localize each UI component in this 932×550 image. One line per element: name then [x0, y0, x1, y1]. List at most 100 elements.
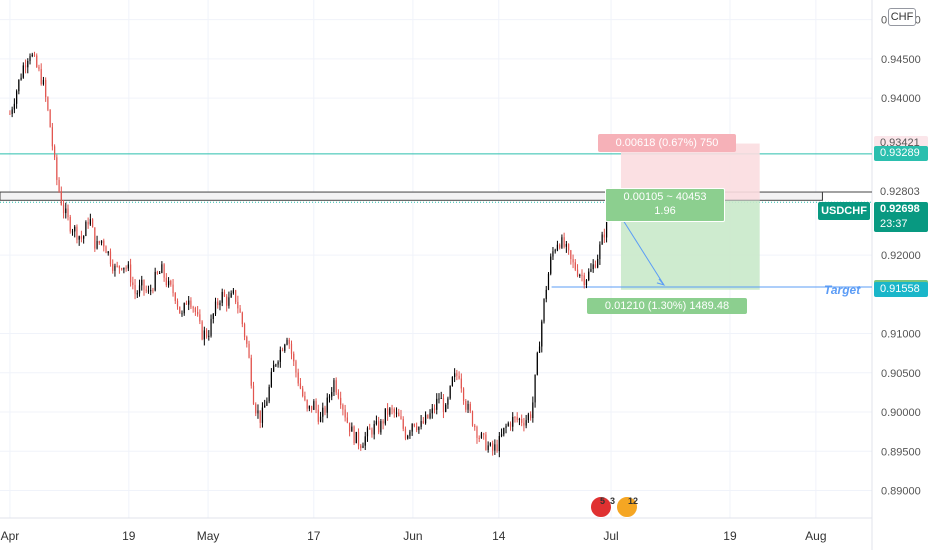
- y-tick-label: 0.90000: [881, 407, 921, 419]
- candle-body: [302, 388, 304, 396]
- candle-body: [565, 244, 567, 247]
- candle-body: [480, 433, 483, 438]
- x-tick-label: Aug: [805, 529, 826, 543]
- y-tick-label: 0.91000: [881, 329, 921, 341]
- candle-body: [53, 146, 56, 158]
- candle-body: [471, 411, 474, 426]
- candle-body: [18, 79, 20, 92]
- candle-body: [583, 275, 585, 286]
- candle-body: [154, 271, 156, 291]
- candle-body: [418, 426, 420, 431]
- candle-body: [47, 97, 49, 110]
- candle-body: [476, 427, 478, 438]
- event-count-2: 3: [610, 496, 616, 506]
- candle-body: [228, 297, 230, 306]
- candle-body: [167, 280, 170, 286]
- candle-body: [597, 258, 599, 268]
- candle-body: [328, 396, 331, 398]
- candle-body: [100, 240, 103, 244]
- candle-body: [375, 421, 378, 425]
- candle-body: [226, 296, 228, 306]
- candle-body: [552, 251, 554, 257]
- candle-body: [344, 409, 346, 418]
- candle-body: [205, 330, 208, 337]
- candle-body: [438, 398, 440, 400]
- candle-body: [362, 445, 364, 448]
- x-tick-label: Apr: [1, 529, 20, 543]
- candle-body: [601, 234, 603, 245]
- candle-body: [469, 404, 471, 412]
- candle-body: [252, 385, 255, 405]
- currency-button[interactable]: CHF: [888, 8, 916, 26]
- projection-arrow-head: [656, 278, 666, 286]
- swiss-flag-icon[interactable]: [590, 496, 612, 518]
- risk-reward-amount: 0.00105 ~ 40453: [623, 191, 707, 203]
- candle-body: [257, 410, 259, 414]
- candle-body: [380, 421, 382, 433]
- candle-body: [462, 388, 465, 401]
- us-flag-icon[interactable]: [616, 496, 638, 518]
- stop-loss-label: 0.00618 (0.67%) 750: [598, 134, 736, 152]
- candle-body: [74, 226, 76, 232]
- candle-body: [458, 375, 460, 379]
- candle-body: [105, 246, 107, 254]
- candle-body: [342, 404, 344, 410]
- candle-body: [299, 383, 302, 389]
- candle-body: [429, 413, 431, 419]
- candle-body: [201, 321, 203, 340]
- candle-body: [353, 426, 355, 444]
- candle-body: [391, 408, 393, 410]
- candle-body: [306, 399, 308, 409]
- candle-body: [333, 380, 335, 393]
- x-tick-label: 14: [492, 529, 506, 543]
- candle-body: [123, 267, 125, 270]
- price-tag: 0.91558: [874, 282, 928, 298]
- candle-body: [590, 269, 592, 272]
- candle-body: [286, 339, 288, 345]
- candle-body: [393, 409, 395, 413]
- candle-body: [176, 300, 179, 307]
- candle-body: [145, 289, 147, 291]
- candle-body: [134, 285, 136, 294]
- candle-body: [49, 109, 51, 128]
- x-tick-label: May: [197, 529, 220, 543]
- current-price: 0.92698: [880, 203, 920, 215]
- candle-body: [371, 429, 373, 435]
- candle-body: [543, 298, 545, 322]
- candle-body: [281, 349, 284, 351]
- y-tick-label: 0.94000: [881, 93, 921, 105]
- candle-body: [230, 293, 232, 298]
- candle-body: [29, 56, 31, 61]
- candle-body: [507, 423, 509, 426]
- candle-body: [550, 256, 552, 274]
- candle-body: [331, 392, 333, 397]
- candle-body: [217, 301, 219, 306]
- candle-body: [94, 227, 96, 249]
- candle-body: [219, 302, 221, 306]
- candle-body: [487, 445, 489, 450]
- candle-body: [156, 271, 159, 274]
- candle-body: [498, 436, 500, 452]
- candle-body: [386, 408, 389, 415]
- candle-body: [248, 343, 250, 358]
- candle-body: [261, 407, 264, 423]
- candle-body: [24, 65, 27, 68]
- candle-body: [214, 301, 217, 314]
- candle-body: [605, 218, 608, 238]
- candle-body: [83, 235, 85, 239]
- candle-body: [603, 234, 605, 238]
- candle-body: [529, 414, 532, 419]
- risk-reward-label: 0.00105 ~ 40453 1.96: [605, 188, 725, 222]
- candle-body: [11, 109, 13, 114]
- candle-body: [355, 431, 357, 444]
- candle-body: [427, 414, 429, 419]
- candle-body: [143, 279, 145, 290]
- candle-body: [190, 300, 192, 308]
- candle-body: [360, 445, 362, 448]
- candle-body: [172, 284, 174, 294]
- candle-body: [194, 308, 197, 312]
- candle-body: [16, 91, 18, 104]
- candle-body: [404, 428, 407, 439]
- candle-body: [91, 219, 94, 228]
